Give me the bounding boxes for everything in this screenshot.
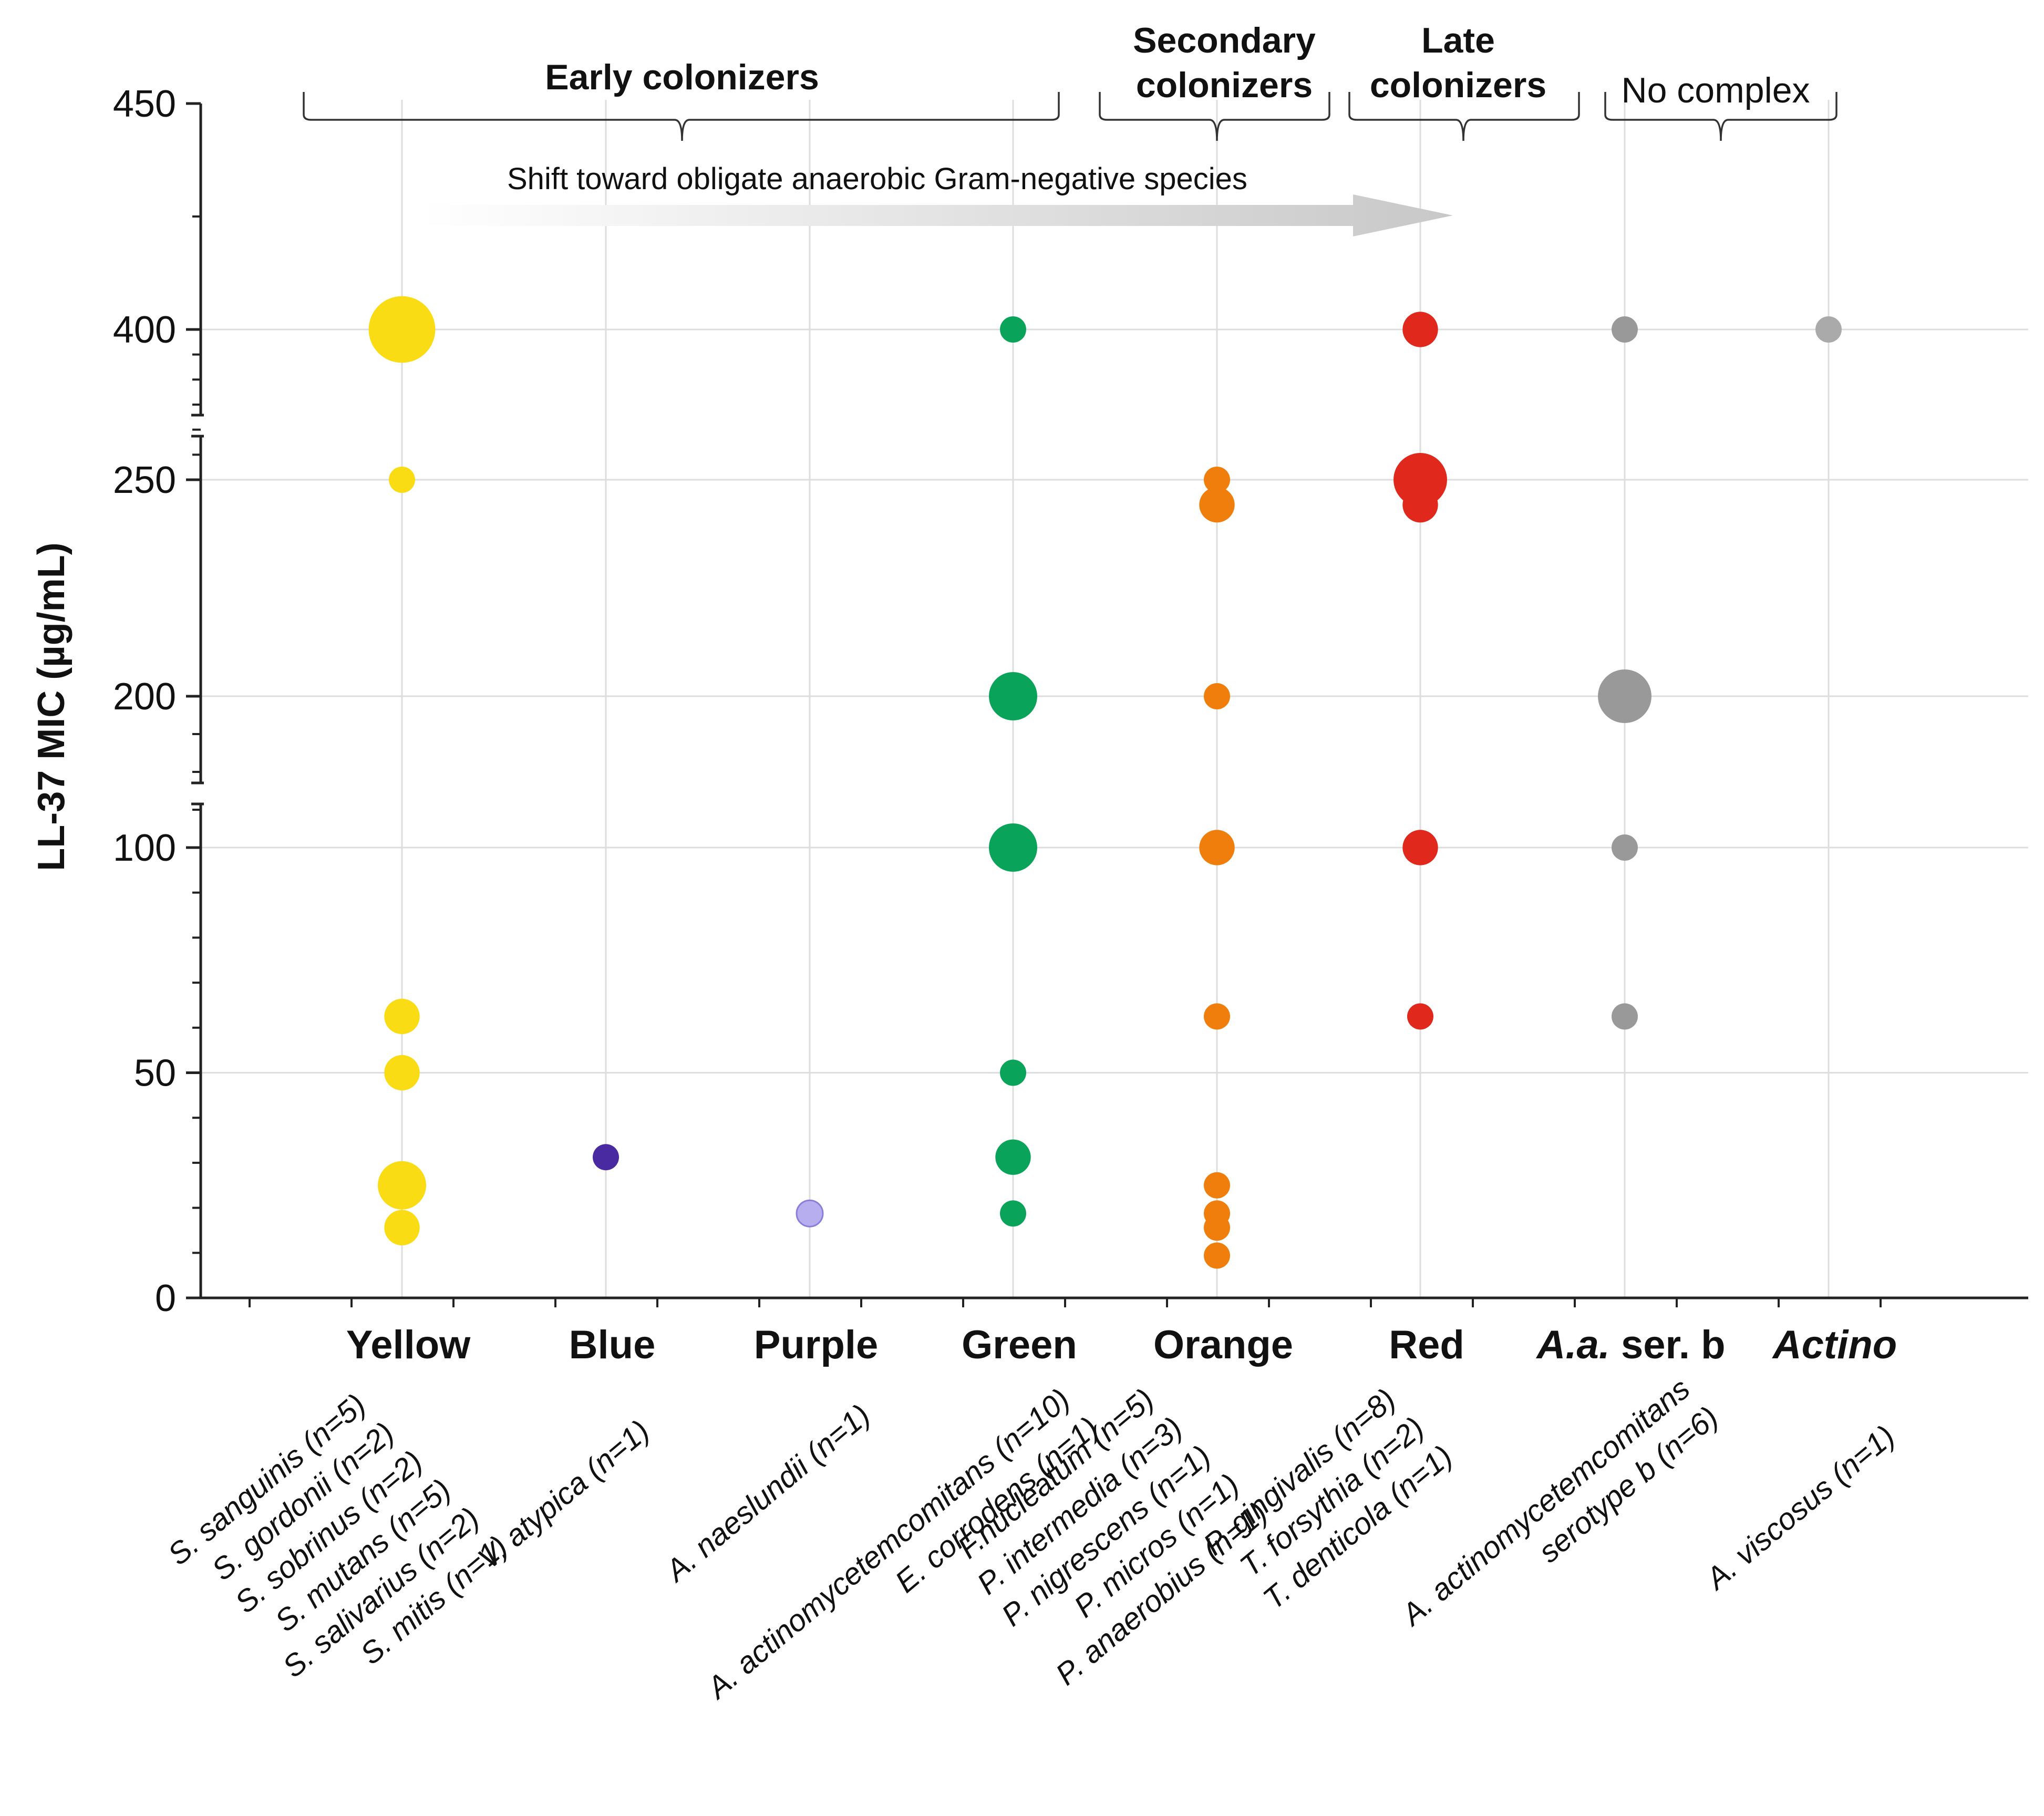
data-point-orange	[1199, 830, 1235, 865]
data-point-red	[1402, 830, 1438, 865]
group-label: Secondary	[1133, 20, 1316, 60]
y-tick-label: 250	[113, 459, 176, 501]
group-label: colonizers	[1370, 65, 1546, 105]
species-label: A. actinomycetemcomitans	[1394, 1371, 1696, 1633]
data-point-yellow	[384, 998, 420, 1035]
category-label: Purple	[754, 1323, 879, 1367]
category-label-italic: A.a.	[1535, 1323, 1609, 1367]
y-tick-label: 0	[155, 1277, 176, 1319]
data-point-orange	[1199, 487, 1235, 523]
data-point-yellow	[389, 467, 415, 493]
group-brackets: Early colonizers Secondary colonizers Late c…	[303, 20, 1837, 141]
species-labels: S. sanguinis (n=5)S. gordonii (n=2)S. so…	[161, 1371, 1901, 1706]
group-label: Late	[1421, 20, 1495, 60]
category-label: A.a. ser. b	[1535, 1323, 1725, 1367]
data-point-actino	[1815, 316, 1842, 343]
data-point-yellow	[384, 1055, 420, 1091]
data-point-red	[1407, 1003, 1433, 1030]
data-point-a-a-ser-b	[1612, 316, 1638, 343]
data-point-orange	[1204, 467, 1230, 493]
species-label: V. atypica (n=1)	[471, 1413, 656, 1576]
data-point-green	[989, 823, 1037, 872]
data-point-green	[1000, 1059, 1026, 1086]
data-point-red	[1402, 312, 1438, 347]
group-label: No complex	[1621, 70, 1810, 110]
group-bracket	[303, 92, 1060, 141]
data-point-a-a-ser-b	[1612, 1003, 1638, 1030]
data-point-orange	[1204, 1172, 1230, 1199]
y-tick-label: 100	[113, 827, 176, 869]
data-point-a-a-ser-b	[1612, 834, 1638, 861]
data-point-red	[1393, 453, 1447, 507]
data-point-orange	[1204, 1003, 1230, 1030]
category-label: Yellow	[346, 1323, 471, 1367]
data-point-green	[1000, 1200, 1026, 1227]
grid-lines	[201, 100, 2028, 1298]
data-points	[368, 296, 1842, 1269]
group-bracket	[1604, 92, 1837, 141]
y-tick-label: 200	[113, 676, 176, 718]
data-point-green	[989, 672, 1037, 720]
species-label: A. viscosus (n=1)	[1698, 1419, 1901, 1597]
shift-annotation: Shift toward obligate anaerobic Gram-neg…	[420, 162, 1453, 236]
category-label: Green	[962, 1323, 1077, 1367]
group-bracket	[1348, 92, 1580, 141]
data-point-blue	[593, 1144, 619, 1171]
data-point-a-a-ser-b	[1598, 669, 1651, 723]
data-point-green	[1000, 316, 1026, 343]
category-label-rest: ser. b	[1610, 1323, 1726, 1367]
y-ticks: 0 50 100 200 250 400 450	[113, 83, 201, 1319]
category-label: Red	[1389, 1323, 1464, 1367]
category-label: Blue	[569, 1323, 656, 1367]
data-point-red	[1402, 487, 1438, 523]
data-point-yellow	[368, 296, 436, 363]
data-point-yellow	[384, 1210, 420, 1246]
data-point-purple	[796, 1199, 824, 1227]
shift-annotation-text: Shift toward obligate anaerobic Gram-neg…	[507, 162, 1247, 196]
group-label: colonizers	[1136, 65, 1313, 105]
shift-arrow	[420, 194, 1453, 236]
group-label: Early colonizers	[545, 57, 819, 97]
group-bracket	[1099, 92, 1330, 141]
y-tick-label: 400	[113, 309, 176, 351]
category-label: Actino	[1772, 1323, 1897, 1367]
category-labels: Yellow Blue Purple Green Orange Red A.a. ser. …	[346, 1323, 1897, 1367]
y-tick-label: 50	[134, 1053, 176, 1095]
data-point-orange	[1204, 1242, 1230, 1269]
data-point-green	[995, 1139, 1031, 1175]
axes	[191, 102, 2028, 1307]
data-point-yellow	[378, 1161, 426, 1210]
data-point-orange	[1204, 683, 1230, 709]
y-tick-label: 450	[113, 83, 176, 125]
data-point-orange	[1204, 1214, 1230, 1241]
y-axis-label: LL-37 MIC (µg/mL)	[30, 542, 73, 871]
category-label: Orange	[1153, 1323, 1293, 1367]
